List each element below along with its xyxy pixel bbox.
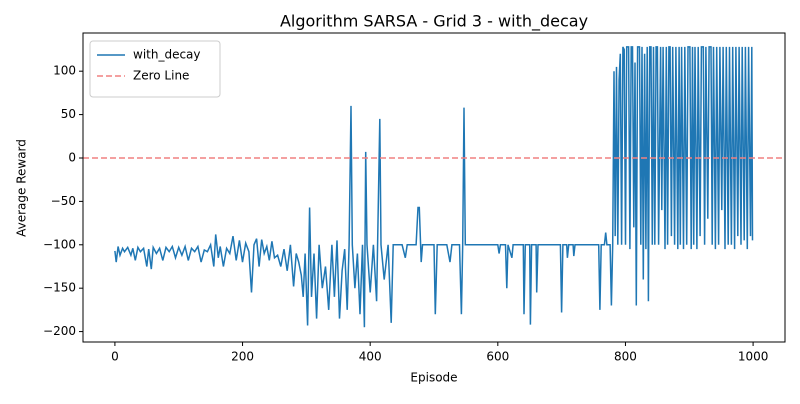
y-tick-label: 50 <box>61 107 76 121</box>
y-tick-label: −100 <box>43 237 76 251</box>
data-line <box>114 46 754 328</box>
y-tick-label: −200 <box>43 324 76 338</box>
y-tick-label: 0 <box>68 150 76 164</box>
y-tick-label: −50 <box>51 194 76 208</box>
legend-label: with_decay <box>133 48 201 62</box>
x-tick-label: 1000 <box>738 350 769 364</box>
y-axis-label: Average Reward <box>15 139 29 237</box>
x-tick-label: 0 <box>111 350 119 364</box>
chart-title: Algorithm SARSA - Grid 3 - with_decay <box>280 12 588 32</box>
x-axis-label: Episode <box>410 371 457 385</box>
y-tick-label: 100 <box>53 64 76 78</box>
x-tick-label: 200 <box>231 350 254 364</box>
x-tick-label: 600 <box>486 350 509 364</box>
x-tick-label: 400 <box>359 350 382 364</box>
y-tick-label: −150 <box>43 281 76 295</box>
x-tick-label: 800 <box>614 350 637 364</box>
plot-frame <box>82 32 786 343</box>
legend-label: Zero Line <box>133 69 189 83</box>
